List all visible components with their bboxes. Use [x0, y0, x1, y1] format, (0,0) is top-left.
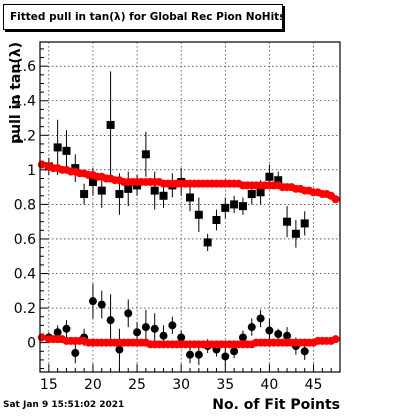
data-point-circle: [194, 350, 203, 359]
data-point-square: [300, 219, 309, 228]
data-point-square: [141, 150, 150, 159]
y-tick-label: 1.2: [14, 128, 36, 144]
data-point-circle: [115, 345, 124, 354]
fit-point: [331, 335, 340, 344]
data-point-circle: [159, 331, 168, 340]
x-tick-label: 25: [128, 377, 146, 393]
data-point-circle: [124, 309, 133, 318]
data-point-circle: [150, 324, 159, 333]
chart-title: Fitted pull in tan(λ) for Global Rec Pio…: [10, 11, 286, 23]
data-point-square: [274, 176, 283, 185]
fit-point: [331, 195, 340, 204]
x-axis-label: No. of Fit Points: [212, 397, 340, 413]
data-point-square: [265, 172, 274, 181]
data-point-square: [150, 186, 159, 195]
data-point-circle: [238, 333, 247, 342]
data-point-circle: [133, 328, 142, 337]
data-point-square: [124, 184, 133, 193]
y-axis-label: pull in tan(λ): [8, 42, 24, 144]
data-point-circle: [247, 323, 256, 332]
data-point-circle: [71, 348, 80, 357]
y-tick-label: 0: [27, 336, 36, 352]
data-point-circle: [256, 314, 265, 323]
y-tick-label: 1.4: [14, 94, 36, 110]
plot-frame: [39, 41, 341, 373]
data-point-circle: [177, 333, 186, 342]
data-point-circle: [88, 297, 97, 306]
data-point-circle: [53, 328, 62, 337]
y-tick-label: 1: [27, 163, 36, 179]
data-point-circle: [97, 300, 106, 309]
data-point-square: [203, 238, 212, 247]
fit-point: [37, 333, 46, 342]
data-point-circle: [186, 350, 194, 359]
y-tick-label: 0.2: [14, 301, 36, 317]
data-point-square: [283, 217, 292, 226]
data-point-square: [186, 193, 194, 202]
data-point-square: [80, 190, 89, 199]
data-point-circle: [265, 326, 274, 335]
data-point-square: [159, 191, 168, 200]
data-point-square: [291, 229, 300, 238]
data-point-square: [106, 120, 115, 129]
data-point-circle: [283, 331, 292, 340]
data-point-square: [115, 190, 124, 199]
data-point-circle: [141, 323, 150, 332]
x-tick-label: 20: [84, 377, 102, 393]
data-point-square: [221, 203, 230, 212]
data-point-square: [194, 210, 203, 219]
y-tick-label: 1.6: [14, 59, 36, 75]
data-point-square: [230, 200, 239, 209]
y-tick-label: 0.6: [14, 232, 36, 248]
data-point-circle: [168, 321, 177, 330]
data-point-circle: [230, 347, 239, 356]
data-point-square: [238, 202, 247, 211]
data-point-circle: [274, 329, 283, 338]
y-tick-label: 0.8: [14, 197, 36, 213]
data-point-square: [212, 215, 221, 224]
data-point-circle: [62, 324, 71, 333]
data-point-circle: [106, 316, 115, 325]
x-tick-label: 15: [40, 377, 58, 393]
chart-title-box: Fitted pull in tan(λ) for Global Rec Pio…: [3, 4, 286, 30]
data-point-square: [53, 143, 62, 152]
x-tick-label: 30: [172, 377, 190, 393]
data-point-square: [62, 146, 71, 155]
x-tick-label: 40: [260, 377, 278, 393]
x-tick-label: 45: [305, 377, 323, 393]
data-point-circle: [300, 347, 309, 356]
data-point-square: [97, 186, 106, 195]
y-tick-label: 0.4: [14, 267, 36, 283]
x-tick-label: 35: [216, 377, 234, 393]
date-stamp: Sat Jan 9 15:51:02 2021: [3, 400, 125, 410]
data-point-square: [247, 190, 256, 199]
data-point-circle: [221, 352, 230, 361]
data-point-square: [256, 188, 265, 197]
data-point-square: [88, 177, 97, 186]
fit-point: [37, 160, 46, 169]
